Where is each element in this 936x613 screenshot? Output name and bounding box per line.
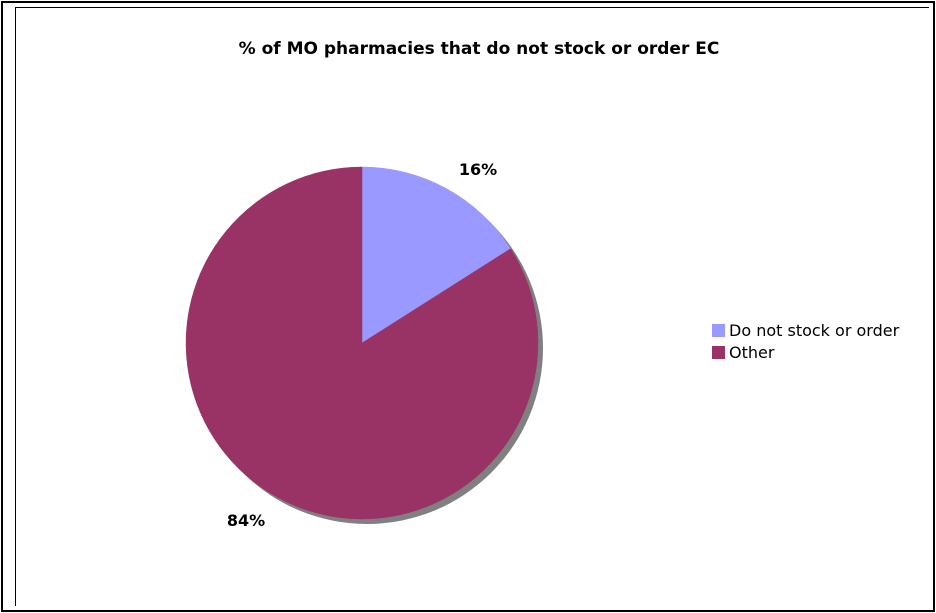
- data-label-other: 84%: [227, 511, 265, 530]
- legend-item-other[interactable]: Other: [712, 341, 899, 363]
- chart-legend: Do not stock or order Other: [712, 319, 899, 363]
- data-label-do-not-stock: 16%: [459, 160, 497, 179]
- legend-label-other: Other: [729, 342, 775, 362]
- chart-inner-border: [15, 7, 929, 606]
- chart-title: % of MO pharmacies that do not stock or …: [238, 39, 720, 59]
- legend-label-do-not-stock: Do not stock or order: [729, 320, 900, 340]
- legend-item-do-not-stock[interactable]: Do not stock or order: [712, 319, 899, 341]
- legend-swatch-do-not-stock: [712, 323, 725, 337]
- pie-slice-other[interactable]: [185, 166, 539, 520]
- pie-slice-do-not-stock[interactable]: [361, 166, 511, 344]
- pie-slices: [185, 166, 539, 520]
- pie-data-labels: 16% 84%: [227, 160, 497, 530]
- legend-swatch-other: [712, 345, 725, 359]
